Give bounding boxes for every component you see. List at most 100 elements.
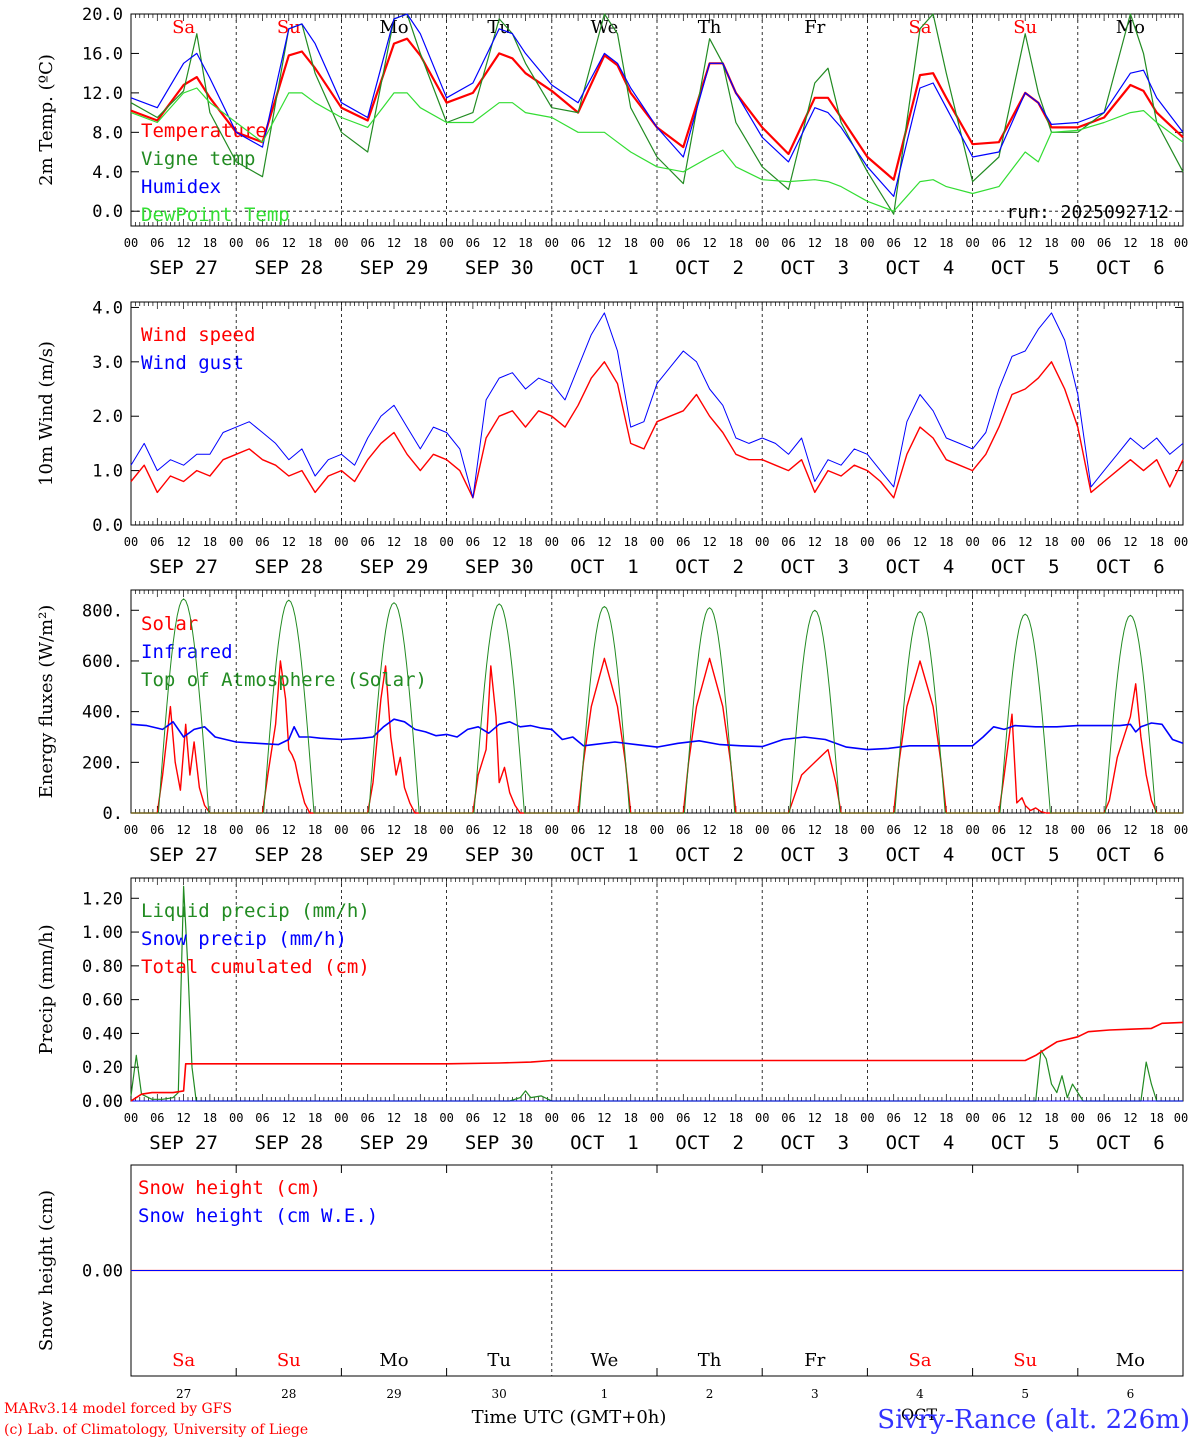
date-label: SEP 30	[465, 1132, 534, 1154]
hour-tick-label: 06	[1097, 1111, 1111, 1125]
hour-tick-label: 18	[834, 236, 848, 250]
hour-tick-label: 12	[282, 535, 296, 549]
hour-tick-label: 06	[886, 1111, 900, 1125]
legend-entry: Temperature	[141, 120, 267, 142]
date-label: OCT 3	[780, 1132, 849, 1154]
hour-tick-label: 00	[229, 823, 243, 837]
date-label: SEP 29	[360, 556, 429, 578]
hour-tick-label: 00	[545, 823, 559, 837]
hour-tick-label: 06	[255, 823, 269, 837]
date-label: OCT 6	[1096, 1132, 1165, 1154]
hour-tick-label: 12	[282, 823, 296, 837]
hour-tick-label: 06	[992, 535, 1006, 549]
panels: 00 06 12 18 SEP 27 00 06 12 18 SEP 28 00 06 12 18 SEP …	[36, 5, 1188, 1401]
hour-tick-label: 06	[360, 823, 374, 837]
date-label: OCT 2	[675, 257, 744, 279]
hour-tick-label: 18	[203, 236, 217, 250]
hour-tick-label: 00	[439, 236, 453, 250]
hour-tick-label: 18	[834, 823, 848, 837]
y-tick-label: 0.40	[82, 1024, 123, 1044]
date-label: OCT 3	[780, 556, 849, 578]
date-label: OCT 4	[886, 844, 955, 866]
hour-tick-label: 18	[413, 535, 427, 549]
hour-tick-label: 12	[1123, 535, 1137, 549]
hour-tick-label: 12	[387, 236, 401, 250]
hour-tick-label: 18	[518, 535, 532, 549]
hour-tick-label: 00	[1174, 535, 1188, 549]
hour-tick-label: 18	[1044, 823, 1058, 837]
date-label: SEP 27	[149, 844, 218, 866]
hour-tick-label: 00	[545, 236, 559, 250]
panel-precip: 00 06 12 18 SEP 27 00 06 12 18 SEP 28 00 06 12 18 SEP …	[36, 877, 1188, 1154]
y-tick-label: 0.60	[82, 991, 123, 1011]
weekday-label-top: Tu	[487, 17, 511, 38]
hour-tick-label: 06	[781, 236, 795, 250]
hour-tick-label: 12	[597, 823, 611, 837]
weekday-label-bottom: Sa	[908, 1350, 931, 1371]
day-number: 27	[176, 1387, 191, 1401]
hour-tick-label: 00	[334, 823, 348, 837]
y-tick-label: 600.	[82, 652, 123, 672]
hour-tick-label: 00	[755, 823, 769, 837]
lab-credit: (c) Lab. of Climatology, University of L…	[4, 1422, 308, 1438]
hour-tick-label: 00	[1071, 823, 1085, 837]
hour-tick-label: 12	[702, 823, 716, 837]
hour-tick-label: 12	[176, 236, 190, 250]
hour-tick-label: 00	[334, 236, 348, 250]
model-credit: MARv3.14 model forced by GFS	[4, 1401, 232, 1417]
legend-entry: Humidex	[141, 176, 221, 198]
y-axis-label: Snow height (cm)	[36, 1190, 57, 1351]
hour-tick-label: 00	[439, 1111, 453, 1125]
hour-tick-label: 18	[834, 1111, 848, 1125]
hour-tick-label: 00	[1174, 823, 1188, 837]
date-label: OCT 3	[780, 257, 849, 279]
hour-tick-label: 06	[360, 236, 374, 250]
hour-tick-label: 00	[439, 823, 453, 837]
date-label: SEP 28	[254, 1132, 323, 1154]
hour-tick-label: 12	[1018, 823, 1032, 837]
hour-tick-label: 18	[939, 1111, 953, 1125]
hour-tick-label: 06	[1097, 823, 1111, 837]
date-label: OCT 6	[1096, 257, 1165, 279]
y-tick-label: 0.20	[82, 1058, 123, 1078]
weekday-label-bottom: Fr	[804, 1350, 825, 1371]
hour-tick-label: 12	[492, 535, 506, 549]
hour-tick-label: 18	[203, 535, 217, 549]
hour-tick-label: 06	[781, 823, 795, 837]
hour-tick-label: 06	[255, 535, 269, 549]
day-number: 28	[281, 1387, 296, 1401]
hour-tick-label: 06	[781, 535, 795, 549]
hour-tick-label: 06	[360, 1111, 374, 1125]
date-label: OCT 6	[1096, 556, 1165, 578]
hour-tick-label: 06	[150, 823, 164, 837]
series-line-wind-speed	[130, 361, 1184, 499]
weekday-label-bottom: Su	[277, 1350, 301, 1371]
hour-tick-label: 18	[1044, 535, 1058, 549]
y-tick-label: 0.00	[82, 1262, 123, 1282]
hour-tick-label: 12	[492, 236, 506, 250]
hour-tick-label: 00	[650, 236, 664, 250]
footer: MARv3.14 model forced by GFS (c) Lab. of…	[4, 1401, 1190, 1438]
hour-tick-label: 12	[176, 1111, 190, 1125]
weekday-label-top: Fr	[804, 17, 825, 38]
hour-tick-label: 12	[913, 823, 927, 837]
day-number: 5	[1021, 1387, 1029, 1401]
hour-tick-label: 00	[334, 535, 348, 549]
date-label: OCT 3	[780, 844, 849, 866]
date-label: SEP 29	[360, 1132, 429, 1154]
date-label: SEP 30	[465, 844, 534, 866]
y-tick-label: 1.00	[82, 923, 123, 943]
day-number: 3	[811, 1387, 819, 1401]
y-tick-label: 20.0	[82, 5, 123, 25]
series-line-infrared	[130, 718, 1184, 751]
date-label: OCT 5	[991, 1132, 1060, 1154]
legend-entry: Liquid precip (mm/h)	[141, 900, 370, 922]
weekday-label-bottom: Mo	[1116, 1350, 1145, 1371]
hour-tick-label: 18	[623, 1111, 637, 1125]
hour-tick-label: 18	[623, 535, 637, 549]
date-label: OCT 4	[886, 257, 955, 279]
day-number: 6	[1127, 1387, 1135, 1401]
hour-tick-label: 12	[1018, 236, 1032, 250]
weekday-label-top: Su	[277, 17, 301, 38]
